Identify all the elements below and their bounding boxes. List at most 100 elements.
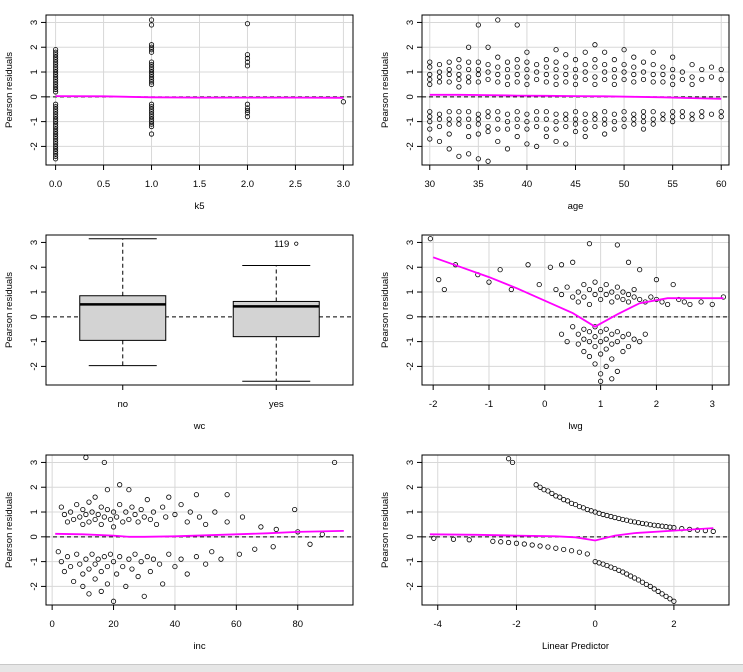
data-point <box>148 64 155 70</box>
box-no <box>79 238 167 367</box>
data-point <box>650 61 656 68</box>
data-point <box>514 22 520 28</box>
y-tick-label: 3 <box>405 460 416 465</box>
data-point <box>576 549 583 555</box>
data-point <box>475 156 481 162</box>
x-axis-label: inc <box>193 641 205 652</box>
data-point <box>98 521 104 528</box>
data-point <box>572 66 579 73</box>
data-point <box>148 17 155 23</box>
data-point <box>209 549 215 555</box>
data-point <box>620 569 626 575</box>
data-point <box>52 101 59 107</box>
data-point <box>708 74 715 80</box>
data-point <box>545 488 551 494</box>
data-point <box>80 521 86 528</box>
data-point <box>611 81 617 88</box>
data-point <box>148 71 155 78</box>
data-point <box>71 578 77 585</box>
data-point <box>592 74 598 80</box>
x-axis-label: lwg <box>568 421 582 432</box>
data-point <box>582 49 588 55</box>
data-point <box>504 81 511 88</box>
data-point <box>141 514 147 520</box>
data-point <box>718 109 724 115</box>
x-tick-label: 60 <box>716 179 727 190</box>
data-point <box>524 59 530 65</box>
y-tick-label: -1 <box>405 557 416 565</box>
data-point <box>148 116 155 122</box>
data-point <box>427 64 433 70</box>
data-point <box>147 568 153 575</box>
data-point <box>148 123 155 130</box>
x-axis-label: wc <box>193 421 206 432</box>
data-point <box>592 334 598 340</box>
x-tick-label: 3 <box>710 399 715 410</box>
data-point <box>427 236 433 242</box>
data-point <box>572 109 579 115</box>
data-point <box>553 59 559 65</box>
data-point <box>640 109 647 115</box>
data-point <box>598 329 604 335</box>
data-point <box>545 544 551 550</box>
data-point <box>609 356 615 362</box>
data-point <box>436 79 443 85</box>
data-point <box>679 109 685 115</box>
data-point <box>592 291 598 298</box>
data-point <box>52 109 59 115</box>
data-point <box>621 76 627 83</box>
data-point <box>536 281 542 288</box>
data-point <box>699 109 705 115</box>
y-tick-label: 3 <box>29 240 40 245</box>
data-point <box>621 116 627 122</box>
data-point <box>495 116 501 122</box>
data-layer <box>429 456 716 604</box>
data-layer <box>427 236 727 384</box>
data-point <box>495 109 501 115</box>
data-point <box>592 279 598 285</box>
data-point <box>620 289 626 295</box>
data-point <box>114 514 120 520</box>
data-point <box>436 111 443 117</box>
data-point <box>602 49 608 55</box>
data-point <box>602 76 608 83</box>
data-point <box>592 111 598 117</box>
data-point <box>572 121 579 127</box>
data-point <box>163 514 169 520</box>
data-point <box>558 262 565 268</box>
data-point <box>135 519 141 525</box>
data-point <box>110 524 117 530</box>
data-point <box>148 74 155 80</box>
data-point <box>572 128 579 135</box>
y-tick-label: -2 <box>405 142 416 150</box>
window-bottom-edge <box>0 664 743 672</box>
x-tick-label: 20 <box>108 619 119 630</box>
data-point <box>586 353 593 360</box>
y-tick-label: -1 <box>405 117 416 125</box>
x-tick-label: 2 <box>671 619 676 630</box>
x-tick-label: yes <box>269 399 284 410</box>
data-point <box>505 539 512 546</box>
data-point <box>543 133 549 140</box>
data-point <box>64 554 71 560</box>
data-point <box>497 267 503 273</box>
data-point <box>148 119 155 125</box>
data-point <box>117 554 123 560</box>
plot-frame <box>45 234 354 386</box>
y-tick-label: -1 <box>405 337 416 345</box>
data-point <box>252 546 258 552</box>
box-yes: 119 <box>232 239 320 382</box>
data-point <box>603 336 609 342</box>
y-tick-label: 0 <box>405 534 416 539</box>
data-point <box>553 138 559 145</box>
data-point <box>123 583 129 590</box>
data-point <box>553 81 559 88</box>
data-point <box>581 336 587 342</box>
data-point <box>456 71 462 78</box>
points <box>427 17 724 164</box>
data-point <box>485 109 491 115</box>
data-point <box>698 299 704 305</box>
data-point <box>466 66 472 73</box>
data-layer <box>427 17 724 164</box>
data-point <box>563 71 569 78</box>
